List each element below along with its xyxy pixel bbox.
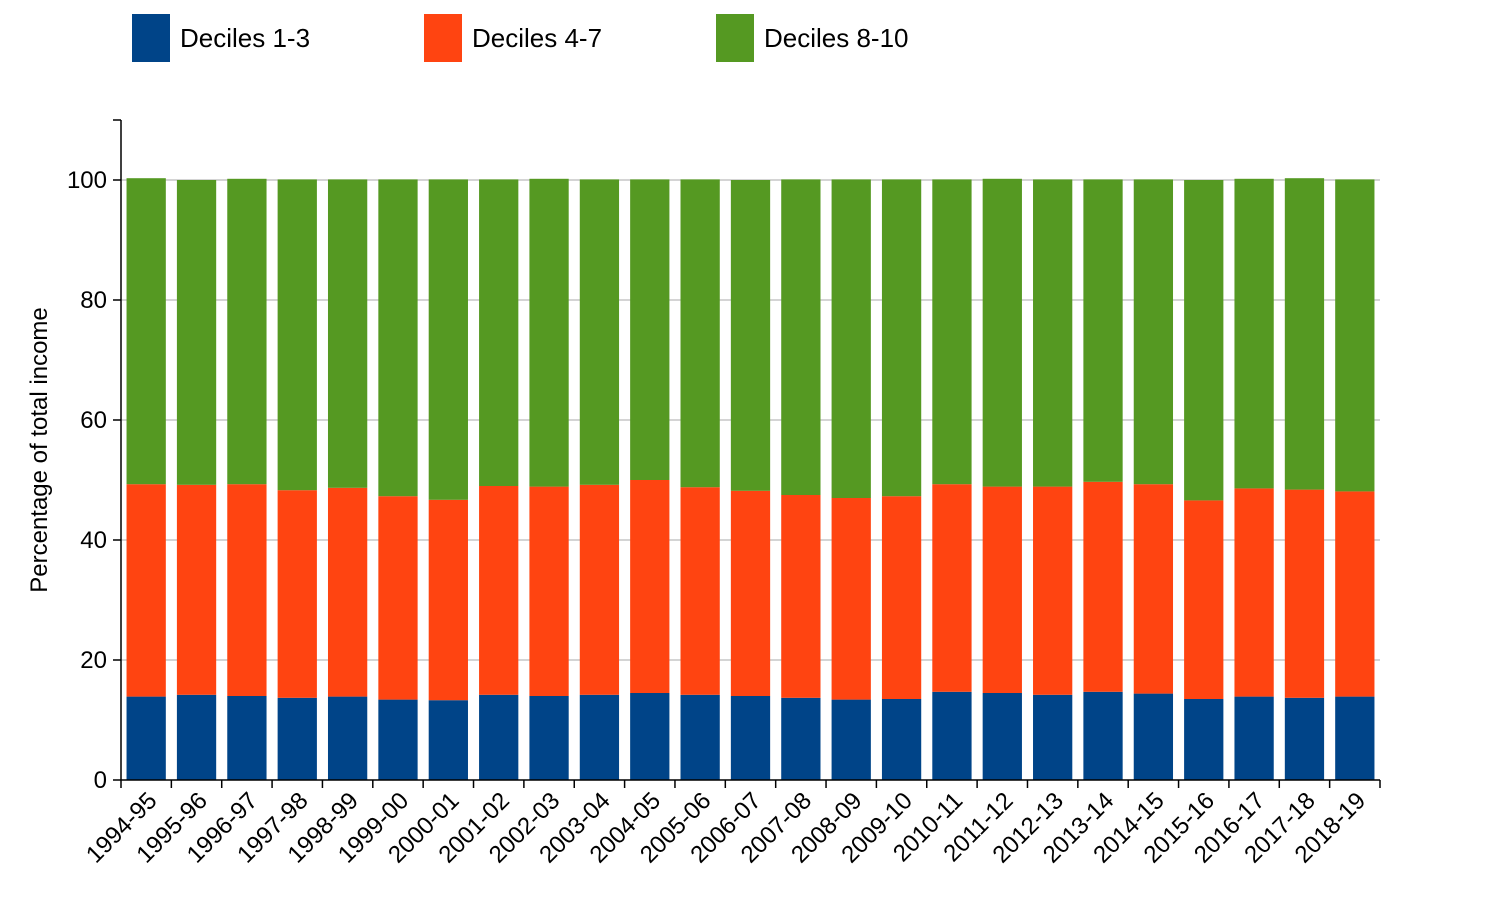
- bar-segment-2-2017-18: [1284, 489, 1325, 698]
- legend-label-1: Deciles 1-3: [180, 23, 310, 53]
- bar-segment-2-2003-04: [579, 484, 620, 695]
- bar-segment-3-2000-01: [428, 179, 468, 500]
- bar-segment-3-1999-00: [378, 179, 418, 497]
- bar-segment-3-2012-13: [1033, 179, 1073, 487]
- bar-segment-1-2016-17: [1234, 696, 1274, 780]
- bar-segment-3-2011-12: [982, 178, 1022, 487]
- legend-swatch-2: [424, 14, 462, 62]
- bar-segment-3-2006-07: [730, 180, 771, 491]
- bar-segment-3-1998-99: [327, 179, 368, 488]
- bar-segment-1-2010-11: [932, 691, 972, 780]
- bar-segment-1-2013-14: [1083, 691, 1123, 780]
- bar-segment-1-2015-16: [1184, 699, 1224, 780]
- bar-segment-1-2012-13: [1033, 694, 1073, 780]
- bar-segment-3-2016-17: [1234, 178, 1274, 489]
- bar-segment-3-1995-96: [176, 180, 217, 485]
- bar-segment-3-2009-10: [881, 179, 922, 497]
- bar-segment-3-2010-11: [932, 179, 972, 485]
- bar-segment-3-2017-18: [1284, 178, 1325, 490]
- bar-segment-1-2017-18: [1284, 697, 1325, 780]
- bar-segment-3-1994-95: [126, 178, 166, 485]
- bar-segment-1-2007-08: [781, 697, 821, 780]
- bar-segment-3-1997-98: [277, 179, 317, 491]
- bar-segment-1-2014-15: [1133, 693, 1174, 780]
- bar-segment-1-2001-02: [479, 694, 519, 780]
- bar-segment-1-2004-05: [630, 693, 670, 780]
- bar-segment-3-2002-03: [529, 178, 569, 487]
- bar-segment-2-2015-16: [1184, 500, 1224, 699]
- bar-segment-3-2013-14: [1083, 179, 1123, 482]
- bar-segment-1-2006-07: [730, 696, 771, 780]
- bar-segment-2-2005-06: [680, 487, 720, 695]
- bar-segment-1-2003-04: [579, 694, 620, 780]
- legend-swatch-3: [716, 14, 754, 62]
- bar-segment-1-2005-06: [680, 694, 720, 780]
- bars: [126, 178, 1375, 780]
- bar-segment-3-2004-05: [630, 179, 670, 480]
- bar-segment-1-2002-03: [529, 696, 569, 780]
- bar-segment-3-2014-15: [1133, 179, 1174, 485]
- bar-segment-3-2003-04: [579, 179, 620, 485]
- bar-segment-2-2008-09: [831, 498, 871, 700]
- bar-segment-1-2009-10: [881, 699, 922, 780]
- bar-segment-2-2001-02: [479, 486, 519, 695]
- bar-segment-2-2007-08: [781, 495, 821, 698]
- bar-segment-3-2007-08: [781, 179, 821, 495]
- y-tick-label: 80: [80, 287, 107, 314]
- bar-segment-1-2000-01: [428, 700, 468, 780]
- y-tick-label: 100: [67, 167, 107, 194]
- bar-segment-2-2011-12: [982, 486, 1022, 693]
- bar-segment-2-1996-97: [227, 484, 267, 696]
- bar-segment-2-1997-98: [277, 490, 317, 698]
- bar-segment-2-2018-19: [1335, 491, 1375, 697]
- legend-swatch-1: [132, 14, 170, 62]
- y-tick-label: 40: [80, 527, 107, 554]
- bar-segment-2-2000-01: [428, 499, 468, 701]
- bar-segment-2-2004-05: [630, 480, 670, 693]
- bar-segment-1-2018-19: [1335, 696, 1375, 780]
- y-tick-label: 60: [80, 407, 107, 434]
- bar-segment-2-1995-96: [176, 484, 217, 695]
- bar-segment-2-2002-03: [529, 486, 569, 696]
- y-tick-label: 20: [80, 647, 107, 674]
- bar-segment-1-2008-09: [831, 699, 871, 780]
- bar-segment-2-1998-99: [327, 487, 368, 697]
- legend: Deciles 1-3 Deciles 4-7 Deciles 8-10: [132, 14, 909, 62]
- bar-segment-2-1999-00: [378, 496, 418, 700]
- bar-segment-1-2011-12: [982, 693, 1022, 780]
- bar-segment-3-2008-09: [831, 179, 871, 498]
- bar-segment-2-2016-17: [1234, 488, 1274, 697]
- bar-segment-2-2009-10: [881, 496, 922, 699]
- bar-segment-3-2001-02: [479, 179, 519, 486]
- bar-segment-3-2015-16: [1184, 180, 1224, 501]
- legend-label-3: Deciles 8-10: [764, 23, 909, 53]
- bar-segment-3-1996-97: [227, 178, 267, 485]
- bar-segment-1-1995-96: [176, 694, 217, 780]
- bar-segment-2-2010-11: [932, 484, 972, 692]
- bar-segment-3-2005-06: [680, 179, 720, 488]
- y-tick-label: 0: [94, 767, 107, 794]
- y-axis-title: Percentage of total income: [26, 307, 53, 593]
- bar-segment-2-2006-07: [730, 490, 771, 696]
- bar-segment-1-1999-00: [378, 699, 418, 780]
- bar-segment-1-1994-95: [126, 696, 166, 780]
- bar-segment-1-1998-99: [327, 696, 368, 780]
- legend-label-2: Deciles 4-7: [472, 23, 602, 53]
- bar-segment-2-2013-14: [1083, 481, 1123, 692]
- bar-segment-3-2018-19: [1335, 179, 1375, 492]
- bar-segment-2-1994-95: [126, 484, 166, 697]
- bar-segment-1-1996-97: [227, 696, 267, 780]
- bar-segment-2-2012-13: [1033, 486, 1073, 695]
- bar-segment-2-2014-15: [1133, 484, 1174, 694]
- bar-segment-1-1997-98: [277, 697, 317, 780]
